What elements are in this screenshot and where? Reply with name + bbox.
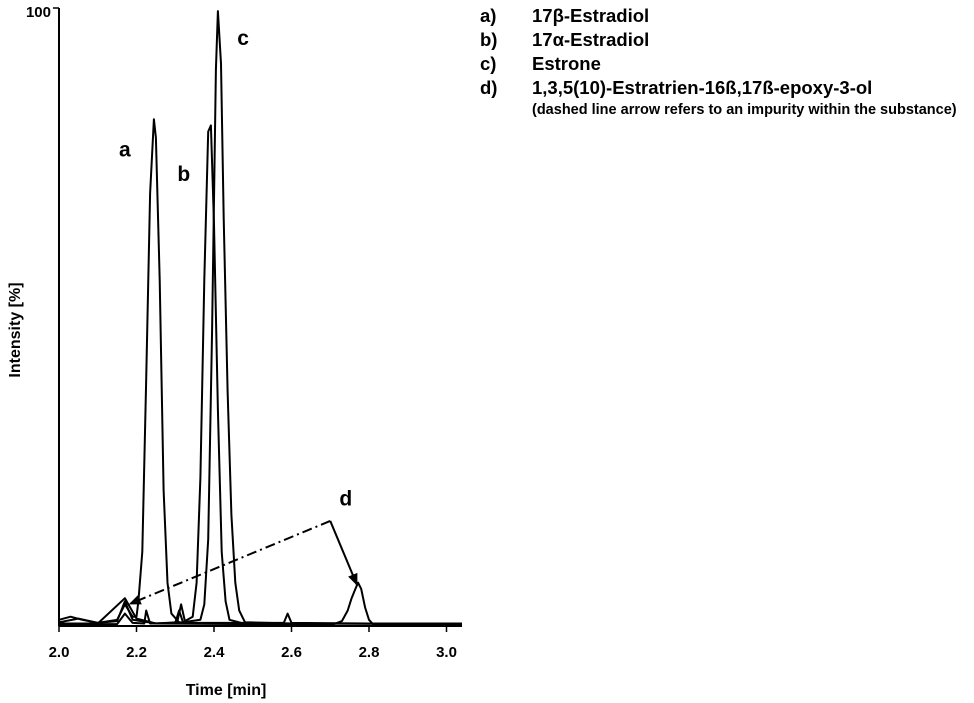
solid-arrow-head xyxy=(348,572,358,586)
legend-label: 17β-Estradiol xyxy=(532,5,650,26)
x-tick-label: 2.2 xyxy=(126,644,147,661)
ticks-layer: 2.0 2.2 2.4 2.6 2.8 3.0 100 xyxy=(26,4,457,661)
x-axis-title: Time [min] xyxy=(186,682,267,699)
peak-label-a: a xyxy=(119,138,131,161)
legend-item-a: a) 17β-Estradiol xyxy=(480,4,972,28)
peak-label-b: b xyxy=(177,163,190,186)
x-tick-label: 3.0 xyxy=(436,644,457,661)
chromatogram-trace-4 xyxy=(58,581,462,626)
legend-item-c: c) Estrone xyxy=(480,52,972,76)
x-tick-label: 2.6 xyxy=(281,644,302,661)
legend-item-b: b) 17α-Estradiol xyxy=(480,28,972,52)
series-layer xyxy=(58,10,463,626)
x-tick-label: 2.8 xyxy=(359,644,380,661)
x-tick-label: 2.0 xyxy=(49,644,70,661)
legend-item-d: d) 1,3,5(10)-Estratrien-16ß,17ß-epoxy-3-… xyxy=(480,76,972,100)
legend-key: c) xyxy=(480,53,497,74)
legend-label: Estrone xyxy=(532,53,601,74)
legend-label: 17α-Estradiol xyxy=(532,29,650,50)
peak-label-c: c xyxy=(237,27,249,50)
labels-layer: a b c d xyxy=(119,27,352,510)
axes-layer xyxy=(58,8,462,627)
legend-key: b) xyxy=(480,29,498,50)
y-tick-label: 100 xyxy=(26,4,51,21)
dashed-arrow-head xyxy=(128,595,142,605)
chromatogram-trace-1 xyxy=(58,118,462,625)
legend-key: d) xyxy=(480,77,498,98)
peak-label-d: d xyxy=(339,487,352,510)
annotation-layer xyxy=(128,520,359,606)
legend: a) 17β-Estradiol b) 17α-Estradiol c) Est… xyxy=(480,4,972,120)
legend-label: 1,3,5(10)-Estratrien-16ß,17ß-epoxy-3-ol xyxy=(532,77,873,98)
chromatogram-trace-3 xyxy=(59,10,463,626)
legend-note: (dashed line arrow refers to an impurity… xyxy=(532,102,957,118)
dashed-arrow-line xyxy=(128,520,331,606)
y-axis-title: Intensity [%] xyxy=(7,282,24,377)
x-tick-label: 2.4 xyxy=(204,644,226,661)
legend-key: a) xyxy=(480,5,497,26)
